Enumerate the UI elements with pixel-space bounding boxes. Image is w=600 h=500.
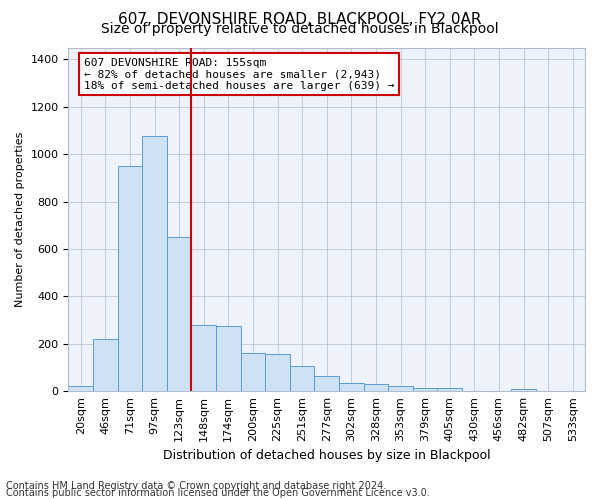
Text: Contains HM Land Registry data © Crown copyright and database right 2024.: Contains HM Land Registry data © Crown c… — [6, 481, 386, 491]
Bar — [118, 166, 142, 391]
Bar — [511, 389, 536, 391]
Bar — [364, 384, 388, 391]
Bar — [388, 386, 413, 391]
Bar — [167, 237, 191, 391]
X-axis label: Distribution of detached houses by size in Blackpool: Distribution of detached houses by size … — [163, 450, 491, 462]
Bar — [93, 339, 118, 391]
Bar — [413, 388, 437, 391]
Y-axis label: Number of detached properties: Number of detached properties — [15, 132, 25, 307]
Bar — [68, 386, 93, 391]
Bar — [265, 354, 290, 391]
Bar — [216, 326, 241, 391]
Text: Contains public sector information licensed under the Open Government Licence v3: Contains public sector information licen… — [6, 488, 430, 498]
Text: 607, DEVONSHIRE ROAD, BLACKPOOL, FY2 0AR: 607, DEVONSHIRE ROAD, BLACKPOOL, FY2 0AR — [118, 12, 482, 28]
Text: 607 DEVONSHIRE ROAD: 155sqm
← 82% of detached houses are smaller (2,943)
18% of : 607 DEVONSHIRE ROAD: 155sqm ← 82% of det… — [84, 58, 394, 91]
Bar — [241, 354, 265, 391]
Bar — [191, 325, 216, 391]
Bar — [314, 376, 339, 391]
Bar — [142, 136, 167, 391]
Bar — [339, 383, 364, 391]
Text: Size of property relative to detached houses in Blackpool: Size of property relative to detached ho… — [101, 22, 499, 36]
Bar — [290, 366, 314, 391]
Bar — [437, 388, 462, 391]
